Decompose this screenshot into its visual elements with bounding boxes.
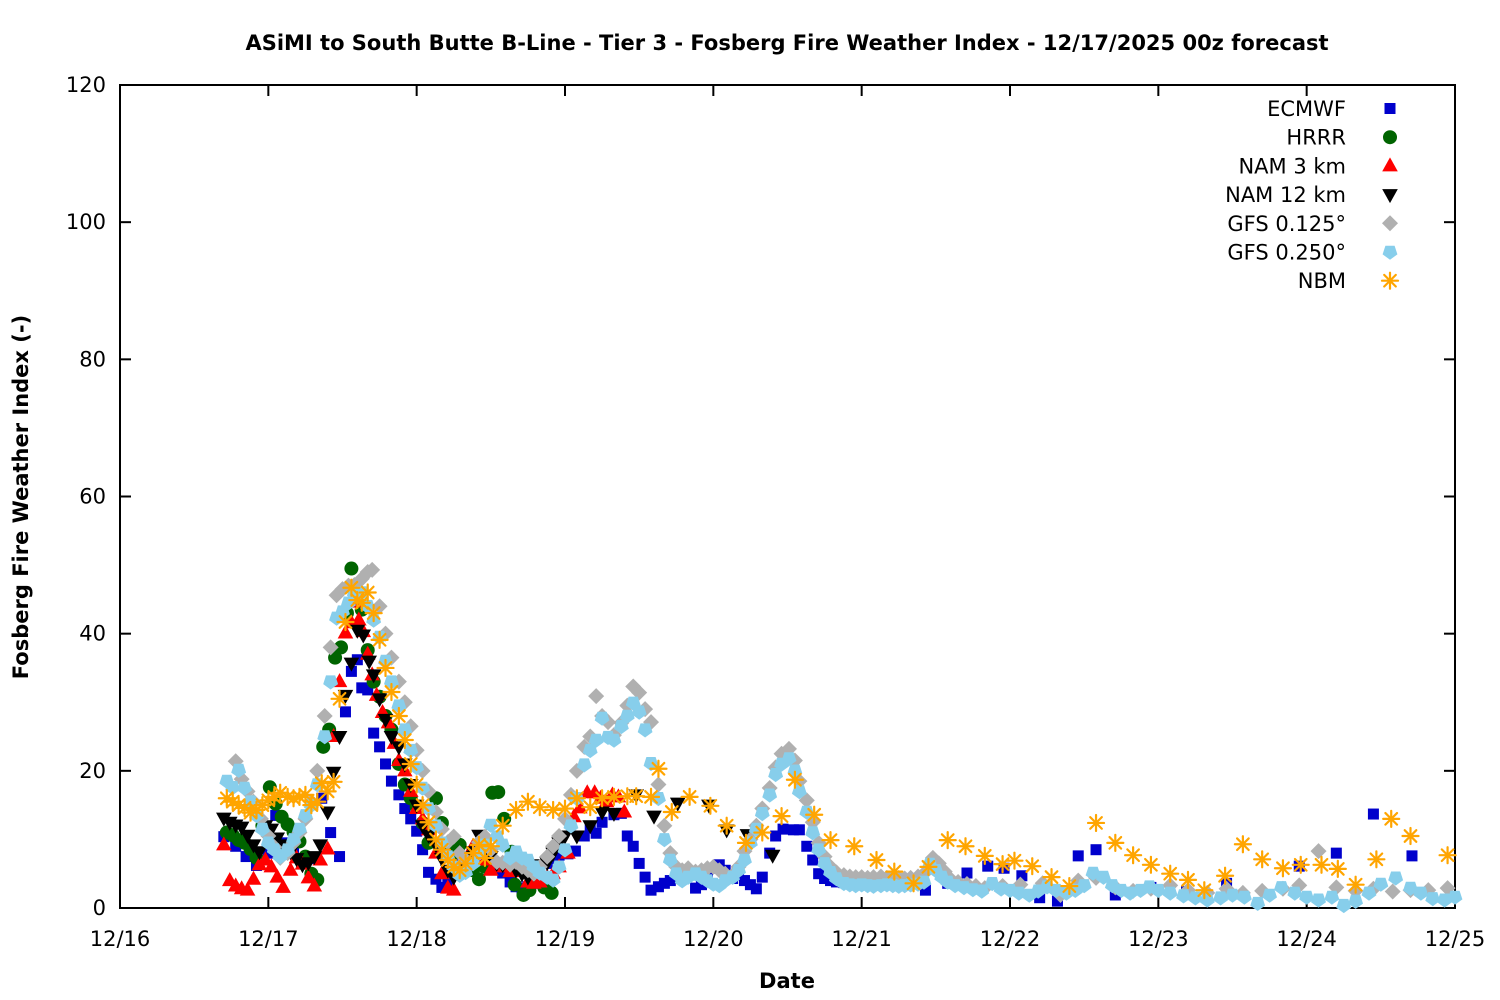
x-axis: 12/16 12/17 12/18 12/19 12/20 12/21 12/22 12/23… xyxy=(90,85,1486,951)
x-tick-label: 12/16 xyxy=(90,927,151,951)
legend-marker-diamond-icon xyxy=(1382,215,1398,232)
y-axis-label: Fosberg Fire Weather Index (-) xyxy=(9,315,33,679)
x-tick-label: 12/25 xyxy=(1425,927,1486,951)
legend-marker-triangle-up-icon xyxy=(1382,157,1398,172)
y-tick-label: 40 xyxy=(79,622,106,646)
x-tick-label: 12/22 xyxy=(980,927,1041,951)
y-tick-label: 60 xyxy=(79,485,106,509)
y-tick-label: 0 xyxy=(93,896,106,920)
legend-marker-asterisk-icon xyxy=(1380,271,1400,290)
legend-item-gfs-0-250-: GFS 0.250° xyxy=(1227,241,1398,265)
legend-label: GFS 0.250° xyxy=(1227,241,1346,265)
legend-label: NAM 12 km xyxy=(1225,183,1346,207)
legend-label: NAM 3 km xyxy=(1238,154,1346,178)
legend-marker-square-icon xyxy=(1384,103,1396,114)
y-tick-label: 20 xyxy=(79,759,106,783)
y-tick-label: 120 xyxy=(66,73,106,97)
legend-label: HRRR xyxy=(1286,126,1346,150)
legend: ECMWF HRRR NAM 3 km NAM 12 km GFS 0.125° GFS … xyxy=(1225,97,1400,293)
legend-item-nam-12-km: NAM 12 km xyxy=(1225,183,1398,207)
x-tick-label: 12/18 xyxy=(386,927,447,951)
legend-item-hrrr: HRRR xyxy=(1286,126,1397,150)
legend-marker-circle-icon xyxy=(1383,130,1397,145)
legend-item-ecmwf: ECMWF xyxy=(1267,97,1396,121)
x-tick-label: 12/20 xyxy=(683,927,744,951)
legend-label: GFS 0.125° xyxy=(1227,212,1346,236)
legend-label: NBM xyxy=(1298,269,1346,293)
y-tick-label: 100 xyxy=(66,210,106,234)
y-tick-label: 80 xyxy=(79,347,106,371)
legend-marker-triangle-down-icon xyxy=(1382,189,1398,204)
legend-item-nbm: NBM xyxy=(1298,269,1400,293)
x-tick-label: 12/17 xyxy=(238,927,299,951)
series-nbm-points xyxy=(217,578,1457,900)
y-axis: 0 20 40 60 80 100 120 xyxy=(66,73,1455,920)
chart-title: ASiMI to South Butte B-Line - Tier 3 - F… xyxy=(245,31,1328,55)
x-axis-label: Date xyxy=(759,969,815,993)
legend-marker-pentagon-icon xyxy=(1382,245,1398,260)
plot-points xyxy=(216,561,1463,914)
x-tick-label: 12/21 xyxy=(831,927,892,951)
x-tick-label: 12/19 xyxy=(535,927,596,951)
x-tick-label: 12/24 xyxy=(1276,927,1337,951)
plot-frame xyxy=(119,84,1456,909)
legend-label: ECMWF xyxy=(1267,97,1346,121)
legend-item-nam-3-km: NAM 3 km xyxy=(1238,154,1398,178)
legend-item-gfs-0-125-: GFS 0.125° xyxy=(1227,212,1398,236)
x-tick-label: 12/23 xyxy=(1128,927,1189,951)
